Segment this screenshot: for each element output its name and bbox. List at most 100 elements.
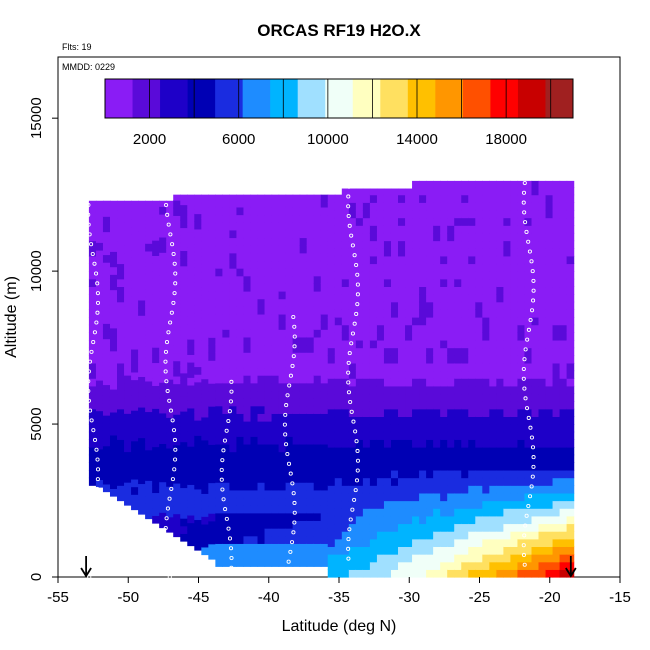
heatmap-cell — [355, 538, 364, 548]
heatmap-cell — [173, 437, 181, 446]
heatmap-cell — [398, 508, 406, 517]
heatmap-cell — [299, 512, 308, 522]
heatmap-cell — [440, 362, 448, 372]
heatmap-cell — [159, 489, 167, 498]
heatmap-cell — [194, 488, 202, 498]
heatmap-cell — [390, 294, 399, 303]
heatmap-cell — [138, 299, 146, 309]
heatmap-cell — [440, 202, 448, 211]
heatmap-cell — [475, 462, 483, 471]
heatmap-cell — [390, 385, 399, 395]
heatmap-cell — [243, 375, 252, 384]
heatmap-cell — [313, 482, 322, 491]
heatmap-cell — [496, 294, 504, 303]
heatmap-cell — [468, 515, 476, 525]
heatmap-cell — [299, 489, 308, 499]
heatmap-cell — [383, 393, 392, 402]
heatmap-cell — [369, 370, 378, 379]
heatmap-cell — [138, 231, 146, 240]
heatmap-cell — [102, 292, 111, 301]
heatmap-cell — [180, 296, 188, 305]
heatmap-cell — [109, 396, 118, 405]
heatmap-cell — [461, 447, 469, 456]
heatmap-cell — [278, 252, 287, 262]
heatmap-cell — [412, 439, 420, 448]
heatmap-cell — [454, 477, 462, 486]
heatmap-cell — [229, 268, 238, 277]
heatmap-cell — [559, 240, 568, 249]
heatmap-cell — [145, 503, 153, 512]
heatmap-cell — [320, 421, 329, 430]
heatmap-cell — [566, 278, 575, 288]
heatmap-cell — [538, 362, 547, 372]
heatmap-cell — [222, 528, 231, 537]
heatmap-cell — [180, 204, 188, 213]
heatmap-cell — [531, 309, 540, 318]
heatmap-cell — [348, 447, 357, 456]
heatmap-cell — [236, 359, 245, 369]
heatmap-cell — [482, 408, 490, 418]
heatmap-cell — [222, 489, 231, 499]
heatmap-cell — [236, 398, 245, 407]
heatmap-cell — [468, 263, 476, 272]
heatmap-cell — [166, 524, 174, 533]
heatmap-cell — [412, 538, 420, 548]
heatmap-cell — [320, 428, 329, 437]
heatmap-cell — [405, 217, 413, 226]
heatmap-cell — [355, 271, 364, 280]
heatmap-cell — [264, 443, 273, 453]
heatmap-cell — [531, 232, 540, 242]
heatmap-cell — [180, 502, 188, 512]
heatmap-cell — [482, 393, 490, 402]
heatmap-cell — [362, 424, 371, 433]
heatmap-cell — [348, 500, 357, 509]
heatmap-cell — [552, 271, 561, 280]
heatmap-cell — [559, 554, 568, 563]
heatmap-cell — [334, 294, 343, 303]
heatmap-cell — [461, 240, 469, 249]
heatmap-cell — [405, 523, 413, 532]
heatmap-cell — [201, 355, 209, 364]
heatmap-cell — [187, 231, 195, 241]
heatmap-cell — [433, 362, 441, 372]
heatmap-cell — [376, 240, 385, 249]
heatmap-cell — [482, 385, 490, 395]
heatmap-cell — [398, 515, 406, 525]
heatmap-cell — [355, 278, 364, 288]
heatmap-cell — [405, 309, 413, 318]
heatmap-cell — [264, 474, 273, 483]
heatmap-cell — [201, 546, 209, 556]
heatmap-cell — [236, 443, 245, 453]
heatmap-cell — [264, 390, 273, 399]
heatmap-cell — [355, 370, 364, 379]
heatmap-cell — [194, 290, 202, 299]
heatmap-cell — [102, 483, 111, 493]
heatmap-cell — [250, 291, 259, 300]
heatmap-cell — [475, 447, 483, 456]
heatmap-cell — [236, 329, 245, 338]
heatmap-cell — [271, 222, 280, 231]
heatmap-cell — [194, 450, 202, 459]
heatmap-cell — [355, 393, 364, 402]
profile-point — [521, 366, 526, 372]
heatmap-cell — [517, 339, 526, 349]
heatmap-cell — [109, 243, 118, 252]
heatmap-cell — [419, 401, 427, 410]
profile-point — [92, 261, 97, 266]
heatmap-cell — [306, 336, 315, 346]
heatmap-cell — [510, 439, 519, 448]
heatmap-cell — [552, 370, 561, 379]
heatmap-cell — [102, 200, 111, 210]
heatmap-cell — [517, 362, 526, 372]
heatmap-cell — [229, 260, 238, 269]
heatmap-cell — [257, 474, 266, 483]
heatmap-cell — [376, 188, 385, 196]
heatmap-cell — [362, 209, 371, 219]
heatmap-cell — [313, 359, 322, 369]
heatmap-cell — [524, 240, 533, 249]
heatmap-cell — [313, 405, 322, 414]
heatmap-cell — [475, 485, 483, 494]
heatmap-cell — [369, 225, 378, 234]
heatmap-cell — [243, 558, 252, 567]
heatmap-cell — [173, 505, 181, 515]
